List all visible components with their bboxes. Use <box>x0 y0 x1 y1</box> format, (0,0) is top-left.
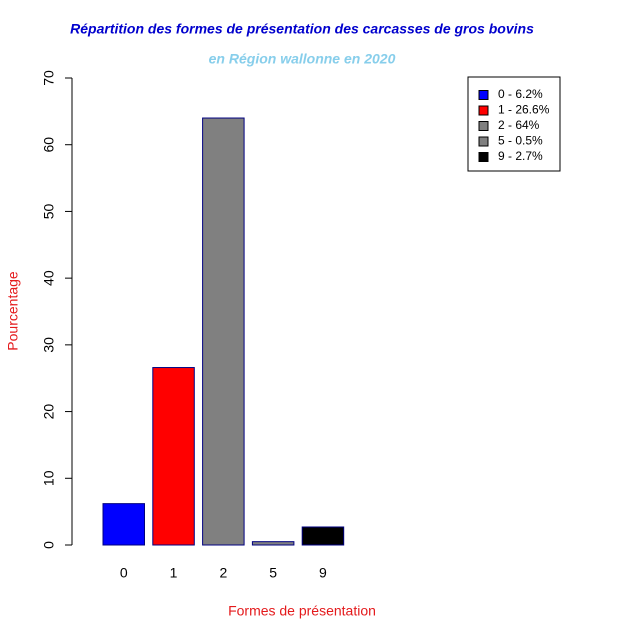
bar <box>202 117 245 546</box>
y-tick-label: 30 <box>41 337 57 353</box>
y-tick-label: 60 <box>41 137 57 153</box>
y-tick-label: 20 <box>41 404 57 420</box>
legend-swatch <box>478 121 489 131</box>
chart-subtitle: en Région wallonne en 2020 <box>209 51 396 67</box>
y-axis-label: Pourcentage <box>5 271 21 351</box>
y-tick-label: 70 <box>41 70 57 86</box>
x-tick-label: 9 <box>319 565 327 581</box>
legend-label: 9 - 2.7% <box>498 149 543 163</box>
x-tick-label: 0 <box>120 565 128 581</box>
bar <box>301 526 345 546</box>
x-tick-label: 5 <box>269 565 277 581</box>
y-tick-label: 40 <box>41 270 57 286</box>
x-tick-label: 1 <box>170 565 178 581</box>
legend-swatch <box>478 90 489 100</box>
bar <box>102 503 145 546</box>
bar <box>251 541 295 546</box>
legend-swatch <box>478 152 489 162</box>
legend-label: 0 - 6.2% <box>498 87 543 101</box>
y-tick-label: 0 <box>41 541 57 549</box>
bar <box>152 367 195 546</box>
x-tick-label: 2 <box>219 565 227 581</box>
chart-title: Répartition des formes de présentation d… <box>70 21 534 37</box>
legend-label: 1 - 26.6% <box>498 103 550 117</box>
legend-label: 5 - 0.5% <box>498 134 543 148</box>
y-tick-label: 10 <box>41 470 57 486</box>
legend-label: 2 - 64% <box>498 118 540 132</box>
x-axis-label: Formes de présentation <box>228 603 376 619</box>
legend-swatch <box>478 136 489 147</box>
y-tick-label: 50 <box>41 203 57 219</box>
legend-swatch <box>478 105 489 116</box>
